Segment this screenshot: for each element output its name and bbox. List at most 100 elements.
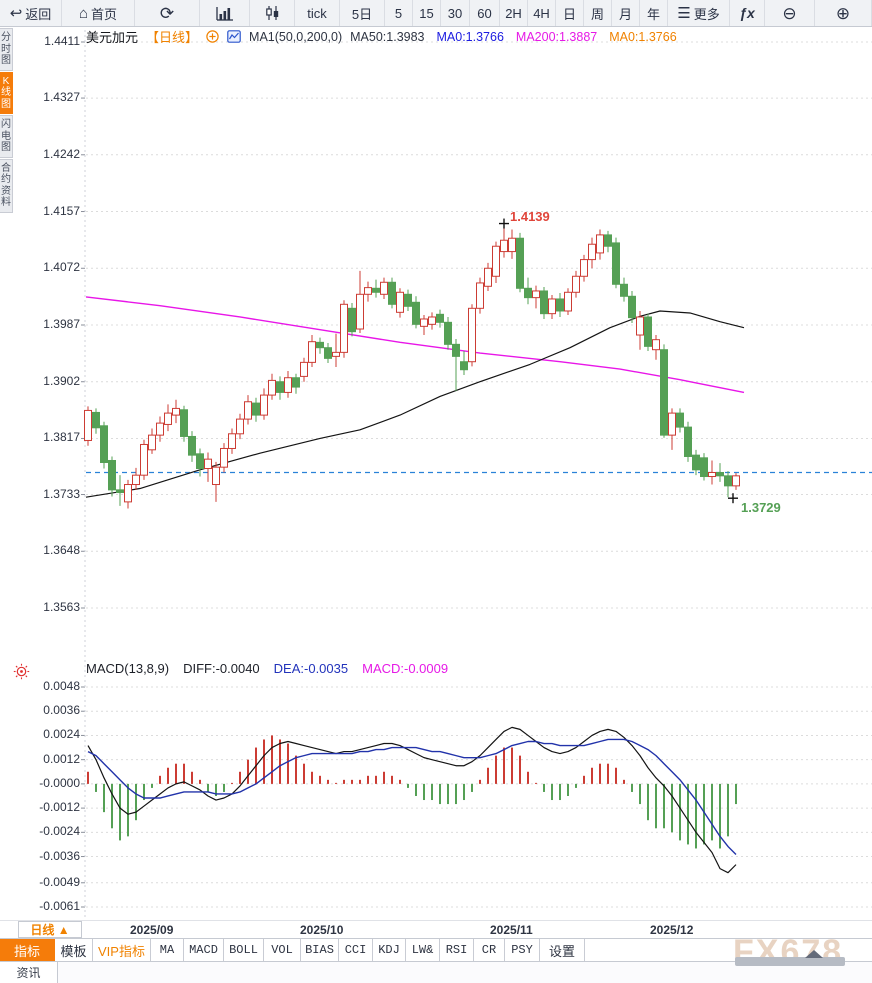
candle-body (564, 291, 572, 312)
sidebar-tab-合约资料[interactable]: 合约资料 (0, 158, 13, 213)
candle-body (228, 433, 236, 449)
candle-body (372, 287, 380, 293)
candle-body (380, 281, 388, 295)
toolbar-item-label: 5日 (351, 6, 373, 22)
candle-body (300, 361, 308, 377)
price-axis-label: 1.3733 (43, 486, 80, 501)
indicator-tab-BIAS[interactable]: BIAS (301, 939, 339, 961)
candle-body (324, 347, 332, 359)
toolbar-5[interactable]: 5 (385, 0, 413, 26)
candle-body (420, 318, 428, 327)
indicator-settings-icon[interactable] (13, 663, 30, 680)
tab-news[interactable]: 资讯 (0, 962, 58, 983)
zoom-out-icon: ⊖ (782, 3, 797, 23)
ma-value: MA0:1.3766 (609, 29, 677, 44)
collapse-arrow-icon[interactable] (805, 950, 823, 958)
high-price-label: 1.4139 (510, 208, 550, 224)
toolbar-item-label: 60 (477, 5, 492, 21)
macd-axis-label: -0.0049 (39, 874, 80, 889)
candle-body (364, 287, 372, 295)
candle-body (580, 259, 588, 277)
indicator-tab-VIP指标[interactable]: VIP指标 (93, 939, 151, 961)
indicator-tab-PSY[interactable]: PSY (505, 939, 540, 961)
indicator-tab-CCI[interactable]: CCI (339, 939, 373, 961)
toolbar-zoom-out[interactable]: ⊖ (765, 0, 815, 26)
sidebar-tab-闪电图[interactable]: 闪电图 (0, 115, 13, 158)
toolbar-home[interactable]: ⌂ 首页 (62, 0, 135, 26)
toolbar-5日[interactable]: 5日 (340, 0, 385, 26)
toolbar-back-arrow[interactable]: ↩ 返回 (0, 0, 62, 26)
candle-body (676, 412, 684, 428)
candle-body (460, 361, 468, 371)
toolbar-15[interactable]: 15 (413, 0, 441, 26)
toolbar-refresh[interactable]: ⟳ (135, 0, 200, 26)
indicator-tab-MACD[interactable]: MACD (184, 939, 224, 961)
toolbar-月[interactable]: 月 (612, 0, 640, 26)
toolbar-bar-chart[interactable] (200, 0, 250, 26)
toolbar-item-label: 月 (618, 6, 632, 22)
toolbar-周[interactable]: 周 (584, 0, 612, 26)
candle-body (428, 316, 436, 325)
candle-body (92, 411, 100, 429)
indicator-tab-设置[interactable]: 设置 (540, 939, 585, 961)
candle-body (348, 307, 356, 333)
toolbar-menu[interactable]: ☰ 更多 (668, 0, 730, 26)
candle-body (396, 291, 404, 313)
toolbar-30[interactable]: 30 (441, 0, 470, 26)
sidebar-tab-分时图[interactable]: 分时图 (0, 28, 13, 71)
date-label: 2025/12 (650, 923, 694, 937)
ma-value-labels: MA50:1.3983 MA0:1.3766 MA200:1.3887 MA0:1.3… (350, 30, 677, 44)
indicator-tab-指标[interactable]: 指标 (0, 939, 55, 961)
macd-macd-value: MACD:-0.0009 (362, 661, 449, 676)
candle-body (532, 290, 540, 299)
toolbar-item-label: 15 (419, 5, 434, 21)
toolbar-tick[interactable]: tick (295, 0, 340, 26)
candle-body (572, 275, 580, 293)
price-axis-label: 1.3902 (43, 373, 80, 388)
add-indicator-icon[interactable] (206, 30, 219, 43)
sidebar-tab-K线图[interactable]: K线图 (0, 71, 13, 114)
candle-body (164, 412, 172, 425)
macd-diff-value: DIFF:-0.0040 (183, 661, 260, 676)
candle-body (692, 454, 700, 471)
candle-body (620, 283, 628, 297)
macd-dea-value: DEA:-0.0035 (273, 661, 349, 676)
indicator-tab-LW&[interactable]: LW& (406, 939, 440, 961)
indicator-tab-CR[interactable]: CR (474, 939, 505, 961)
indicator-tab-RSI[interactable]: RSI (440, 939, 474, 961)
toolbar-2H[interactable]: 2H (500, 0, 528, 26)
indicator-tab-BOLL[interactable]: BOLL (224, 939, 264, 961)
macd-axis-label: 0.0012 (43, 751, 80, 766)
candle-body (292, 377, 300, 388)
candle-body (212, 466, 220, 486)
toolbar-4H[interactable]: 4H (528, 0, 556, 26)
macd-axis-label: -0.0061 (39, 899, 80, 913)
ma-indicator-icon[interactable] (227, 30, 241, 43)
toolbar-fx[interactable]: ƒx (730, 0, 765, 26)
indicator-tab-模板[interactable]: 模板 (55, 939, 93, 961)
refresh-icon: ⟳ (159, 3, 175, 23)
price-axis-label: 1.4072 (43, 260, 80, 275)
candle-body (188, 435, 196, 456)
toolbar-item-label: 4H (533, 5, 550, 21)
candle-body (556, 298, 564, 312)
indicator-tab-KDJ[interactable]: KDJ (373, 939, 406, 961)
ma-value: MA200:1.3887 (515, 29, 598, 44)
macd-axis-label: 0.0036 (43, 703, 80, 718)
toolbar-candlestick[interactable] (250, 0, 295, 26)
macd-axis-label: -0.0000 (39, 775, 80, 790)
scroll-handle[interactable] (735, 950, 845, 966)
toolbar-60[interactable]: 60 (470, 0, 500, 26)
candle-body (332, 351, 340, 357)
indicator-tab-MA[interactable]: MA (151, 939, 184, 961)
candlestick-icon (265, 6, 278, 20)
price-axis-label: 1.4242 (43, 146, 80, 161)
indicator-tab-VOL[interactable]: VOL (264, 939, 301, 961)
candle-body (700, 457, 708, 478)
toolbar-年[interactable]: 年 (640, 0, 668, 26)
toolbar-日[interactable]: 日 (556, 0, 584, 26)
candle-body (708, 472, 716, 478)
period-selector-button[interactable]: 日线 ▲ (18, 921, 82, 938)
indicator-toolbar: 指标 模板 VIP指标 MA MACD BOLL VOL BIAS CCI KDJ LW& RSI CR… (0, 938, 872, 962)
